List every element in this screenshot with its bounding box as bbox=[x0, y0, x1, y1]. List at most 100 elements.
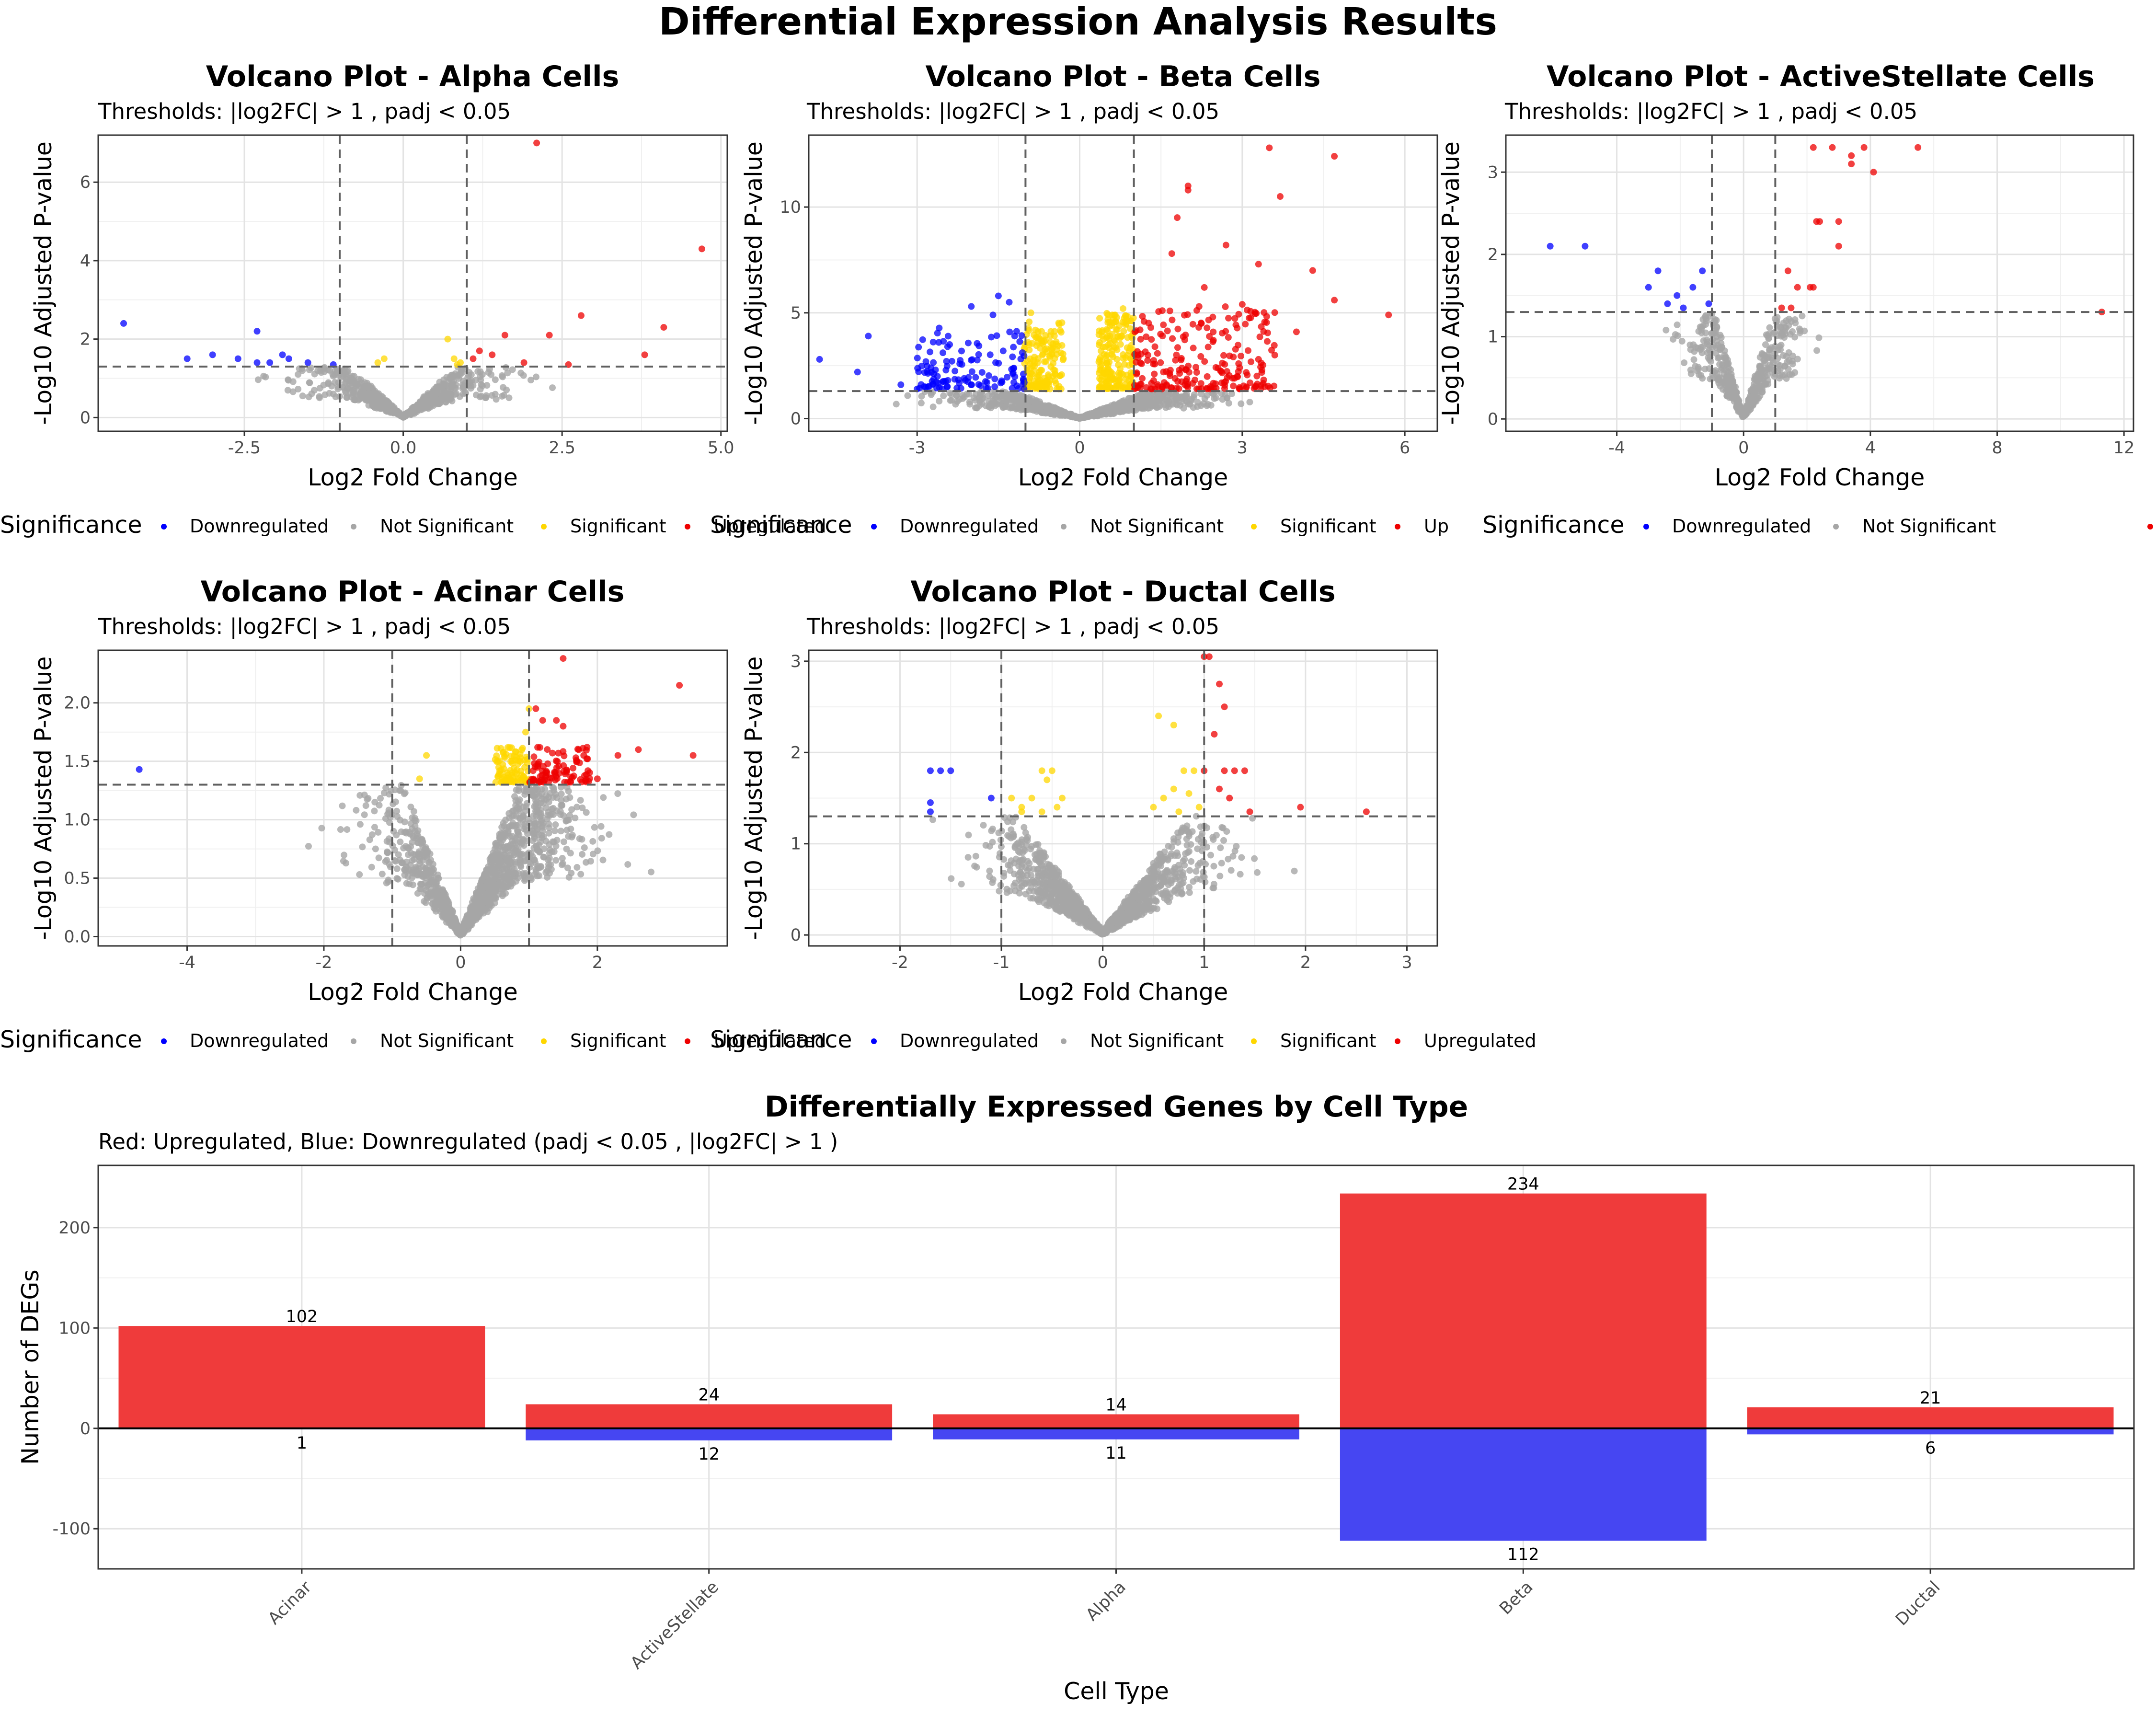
point-not-significant bbox=[630, 811, 637, 818]
point-significant bbox=[375, 359, 381, 366]
point-upregulated bbox=[560, 748, 566, 755]
point-downregulated bbox=[935, 339, 942, 346]
point-downregulated bbox=[998, 378, 1005, 384]
point-not-significant bbox=[425, 396, 432, 403]
point-downregulated bbox=[992, 359, 999, 366]
point-not-significant bbox=[1695, 328, 1702, 334]
legend-label: Downregulated bbox=[1672, 516, 1811, 537]
point-upregulated bbox=[1221, 361, 1228, 368]
legend-key bbox=[1833, 524, 1839, 530]
point-upregulated bbox=[546, 332, 553, 338]
point-not-significant bbox=[573, 864, 580, 871]
point-upregulated bbox=[1193, 369, 1200, 376]
point-significant bbox=[511, 765, 517, 771]
point-not-significant bbox=[290, 389, 297, 395]
point-upregulated bbox=[594, 775, 601, 782]
point-not-significant bbox=[528, 377, 534, 383]
point-not-significant bbox=[1732, 393, 1739, 400]
point-not-significant bbox=[451, 915, 458, 921]
point-downregulated bbox=[1655, 267, 1662, 274]
point-downregulated bbox=[184, 356, 191, 362]
point-not-significant bbox=[563, 846, 570, 852]
point-not-significant bbox=[340, 368, 346, 374]
point-not-significant bbox=[394, 865, 401, 872]
point-downregulated bbox=[1680, 305, 1687, 311]
point-downregulated bbox=[266, 359, 273, 366]
point-downregulated bbox=[921, 369, 928, 376]
point-significant bbox=[1037, 367, 1044, 373]
point-not-significant bbox=[561, 839, 567, 845]
point-not-significant bbox=[532, 820, 539, 827]
point-not-significant bbox=[549, 848, 555, 855]
point-not-significant bbox=[446, 920, 452, 926]
point-not-significant bbox=[403, 411, 410, 417]
point-not-significant bbox=[457, 393, 463, 400]
point-not-significant bbox=[904, 392, 911, 399]
point-upregulated bbox=[1215, 365, 1221, 371]
point-not-significant bbox=[446, 909, 453, 916]
point-upregulated bbox=[502, 332, 508, 338]
point-upregulated bbox=[1224, 368, 1230, 375]
point-significant bbox=[1099, 333, 1106, 339]
legend-key bbox=[161, 1038, 167, 1044]
plot-panel bbox=[98, 135, 727, 431]
point-not-significant bbox=[515, 832, 521, 839]
legend-title: Significance bbox=[1482, 511, 1624, 539]
x-tick-label: 8 bbox=[1992, 438, 2002, 458]
point-significant bbox=[1096, 315, 1103, 322]
point-not-significant bbox=[364, 380, 370, 387]
point-not-significant bbox=[353, 807, 359, 814]
point-not-significant bbox=[343, 394, 350, 401]
point-upregulated bbox=[615, 752, 621, 759]
legend-key bbox=[161, 524, 167, 530]
point-downregulated bbox=[990, 311, 997, 318]
point-upregulated bbox=[1150, 357, 1157, 364]
point-not-significant bbox=[1142, 401, 1148, 407]
point-not-significant bbox=[436, 389, 443, 395]
point-downregulated bbox=[958, 347, 965, 354]
point-not-significant bbox=[361, 792, 368, 798]
point-not-significant bbox=[494, 847, 501, 854]
point-not-significant bbox=[1765, 354, 1772, 360]
point-not-significant bbox=[479, 382, 486, 389]
point-upregulated bbox=[586, 775, 593, 782]
point-upregulated bbox=[1181, 336, 1188, 343]
point-significant bbox=[1058, 319, 1065, 326]
point-downregulated bbox=[974, 357, 981, 363]
point-not-significant bbox=[490, 879, 497, 886]
point-downregulated bbox=[975, 381, 982, 388]
point-upregulated bbox=[1248, 358, 1254, 365]
y-axis-label: -Log10 Adjusted P-value bbox=[30, 656, 57, 940]
y-tick-label: 0.5 bbox=[64, 869, 91, 888]
point-not-significant bbox=[558, 828, 564, 834]
point-not-significant bbox=[1727, 384, 1733, 391]
point-upregulated bbox=[1204, 324, 1210, 331]
point-not-significant bbox=[966, 399, 973, 405]
point-upregulated bbox=[538, 777, 544, 783]
point-not-significant bbox=[473, 905, 480, 912]
point-not-significant bbox=[1687, 367, 1694, 373]
point-not-significant bbox=[999, 404, 1006, 411]
point-downregulated bbox=[865, 333, 872, 339]
point-downregulated bbox=[914, 365, 921, 372]
point-not-significant bbox=[529, 853, 536, 860]
point-upregulated bbox=[1198, 320, 1205, 327]
point-not-significant bbox=[1779, 332, 1786, 339]
point-not-significant bbox=[299, 392, 306, 399]
point-not-significant bbox=[485, 369, 492, 376]
point-not-significant bbox=[430, 861, 436, 867]
legend-key bbox=[1061, 524, 1067, 530]
plot-title: Volcano Plot - Alpha Cells bbox=[206, 60, 619, 93]
point-significant bbox=[501, 777, 508, 783]
point-not-significant bbox=[1681, 359, 1687, 366]
y-axis-label: -Log10 Adjusted P-value bbox=[1437, 141, 1465, 425]
point-not-significant bbox=[449, 398, 456, 404]
point-not-significant bbox=[369, 831, 376, 838]
point-significant bbox=[1029, 371, 1035, 378]
point-upregulated bbox=[1160, 322, 1167, 328]
point-downregulated bbox=[932, 367, 939, 373]
point-downregulated bbox=[1674, 292, 1680, 299]
point-not-significant bbox=[318, 825, 325, 831]
point-not-significant bbox=[564, 864, 571, 871]
